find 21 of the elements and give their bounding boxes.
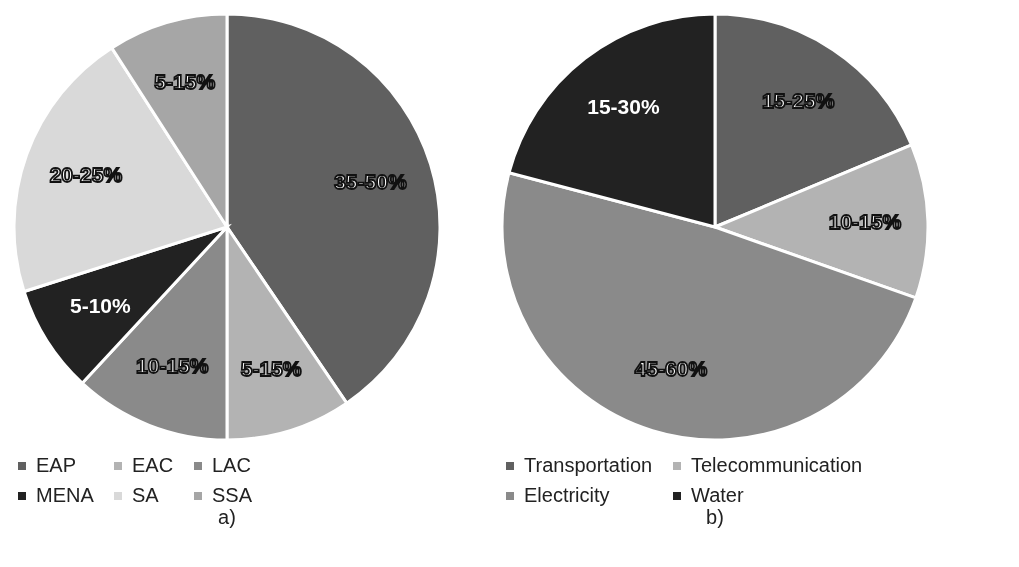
text: b) (706, 506, 724, 528)
legend-label: EAP (36, 454, 77, 476)
legend-label: MENA (36, 484, 95, 506)
legend-label: SA (132, 484, 160, 506)
legend-label: LAC (212, 454, 251, 476)
legend-label: Telecommunication (691, 454, 863, 476)
text: 15-25% (761, 89, 835, 113)
text: a) (218, 506, 236, 528)
legend-label: SSA (212, 484, 253, 506)
legend-label: Electricity (524, 484, 610, 506)
text: 20-25% (49, 163, 123, 187)
text: 5-10% (70, 294, 131, 318)
legend-label: EAC (132, 454, 174, 476)
text: 5-15% (240, 357, 302, 381)
text: 5-15% (154, 70, 216, 94)
text: 15-30% (587, 95, 660, 119)
text: 10-15% (828, 209, 902, 233)
text: 35-50% (334, 169, 407, 193)
legend-label: Water (691, 484, 744, 506)
text: 10-15% (136, 353, 209, 377)
legend-label: Transportation (524, 454, 653, 476)
